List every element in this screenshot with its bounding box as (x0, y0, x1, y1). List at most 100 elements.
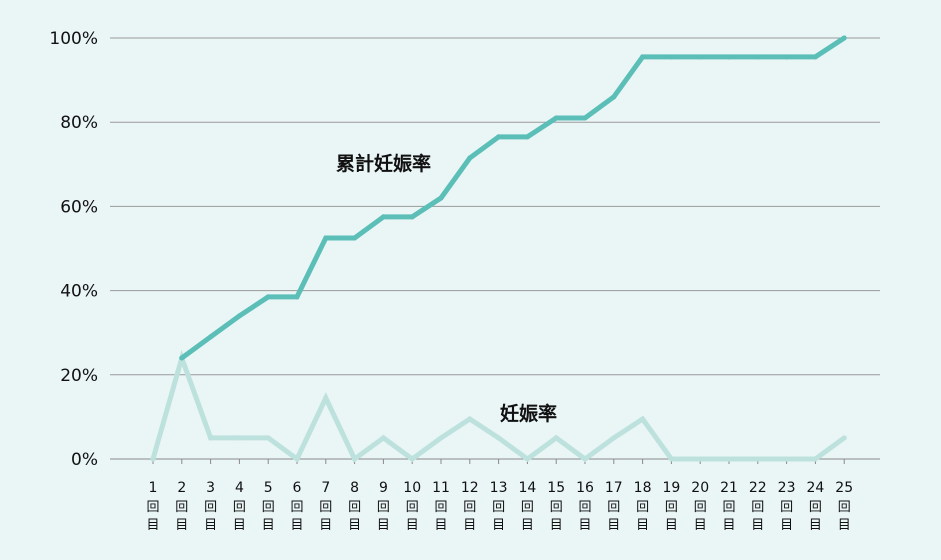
x-tick-unit: 回 (722, 500, 735, 515)
point-rate (553, 435, 559, 441)
point-cumulative (784, 54, 790, 60)
x-tick-number: 24 (806, 480, 824, 496)
x-tick-unit: 回 (665, 500, 678, 515)
point-cumulative (496, 134, 502, 140)
y-tick-label: 40% (60, 282, 98, 302)
x-tick-label: 21 回目 (720, 480, 738, 533)
x-tick-unit: 目 (319, 518, 332, 533)
x-tick-unit: 目 (492, 518, 505, 533)
x-tick-unit: 回 (204, 500, 217, 515)
x-tick-number: 17 (605, 480, 623, 496)
y-tick-label: 100% (49, 29, 98, 49)
x-tick-label: 5 回目 (262, 480, 275, 533)
x-tick-label: 9 回目 (377, 480, 390, 533)
x-tick-number: 10 (403, 480, 421, 496)
x-tick-label: 7 回目 (319, 480, 332, 533)
point-cumulative (294, 294, 300, 300)
x-tick-unit: 回 (463, 500, 476, 515)
x-tick-label: 11 回目 (432, 480, 450, 533)
point-rate (697, 456, 703, 462)
x-tick-label: 14 回目 (518, 480, 536, 533)
x-tick-unit: 回 (607, 500, 620, 515)
point-rate (467, 416, 473, 422)
point-cumulative (467, 155, 473, 161)
point-rate (409, 456, 415, 462)
x-tick-unit: 目 (578, 518, 591, 533)
x-tick-unit: 回 (290, 500, 303, 515)
x-tick-unit: 回 (636, 500, 649, 515)
point-rate (611, 435, 617, 441)
x-tick-unit: 目 (262, 518, 275, 533)
x-tick-label: 19 回目 (662, 480, 680, 533)
x-tick-unit: 回 (233, 500, 246, 515)
x-tick-label: 20 回目 (691, 480, 709, 533)
x-tick-label: 10 回目 (403, 480, 421, 533)
x-tick-unit: 回 (751, 500, 764, 515)
x-tick-unit: 回 (521, 500, 534, 515)
point-rate (784, 456, 790, 462)
x-tick-unit: 目 (550, 518, 563, 533)
x-tick-number: 8 (350, 480, 359, 496)
x-tick-label: 2 回目 (175, 480, 188, 533)
x-tick-unit: 回 (578, 500, 591, 515)
x-tick-label: 16 回目 (576, 480, 594, 533)
x-tick-number: 11 (432, 480, 450, 496)
x-tick-number: 22 (749, 480, 767, 496)
point-rate (236, 435, 242, 441)
y-axis-ticks: 0% 20% 40% 60% 80% 100% (49, 29, 98, 470)
x-tick-unit: 目 (434, 518, 447, 533)
x-tick-number: 16 (576, 480, 594, 496)
x-tick-unit: 目 (665, 518, 678, 533)
x-tick-number: 13 (490, 480, 508, 496)
x-tick-unit: 目 (233, 518, 246, 533)
x-tick-unit: 回 (319, 500, 332, 515)
series-lines (150, 35, 847, 463)
point-rate (582, 456, 588, 462)
x-tick-label: 24 回目 (806, 480, 824, 533)
x-tick-number: 25 (835, 480, 853, 496)
x-axis: 1回目2回目3回目4回目5回目6回目7回目8回目9回目10回目11回目12回目1… (146, 459, 853, 533)
x-tick-label: 25 回目 (835, 480, 853, 533)
x-tick-number: 9 (379, 480, 388, 496)
x-tick-unit: 回 (550, 500, 563, 515)
x-tick-number: 4 (235, 480, 244, 496)
point-rate (323, 395, 329, 401)
x-tick-unit: 目 (838, 518, 851, 533)
point-cumulative (640, 54, 646, 60)
y-tick-label: 0% (71, 450, 98, 470)
point-cumulative (409, 214, 415, 220)
x-tick-unit: 目 (204, 518, 217, 533)
x-tick-number: 15 (547, 480, 565, 496)
point-rate (812, 456, 818, 462)
point-cumulative (812, 54, 818, 60)
x-tick-number: 21 (720, 480, 738, 496)
x-tick-unit: 回 (348, 500, 361, 515)
point-cumulative (208, 334, 214, 340)
point-rate (438, 435, 444, 441)
x-tick-unit: 回 (780, 500, 793, 515)
point-rate (294, 456, 300, 462)
x-tick-unit: 目 (290, 518, 303, 533)
x-tick-number: 3 (206, 480, 215, 496)
x-tick-unit: 回 (838, 500, 851, 515)
point-rate (265, 435, 271, 441)
x-tick-unit: 回 (809, 500, 822, 515)
x-tick-unit: 目 (694, 518, 707, 533)
x-tick-unit: 回 (146, 500, 159, 515)
x-tick-label: 23 回目 (778, 480, 796, 533)
x-tick-number: 2 (177, 480, 186, 496)
x-tick-unit: 目 (607, 518, 620, 533)
y-tick-label: 80% (60, 113, 98, 133)
x-tick-unit: 目 (377, 518, 390, 533)
point-rate (668, 456, 674, 462)
point-rate (496, 435, 502, 441)
point-cumulative (236, 313, 242, 319)
x-tick-label: 6 回目 (290, 480, 303, 533)
x-tick-label: 18 回目 (634, 480, 652, 533)
point-rate (208, 435, 214, 441)
point-rate (150, 456, 156, 462)
series-label-cumulative: 累計妊娠率 (336, 152, 431, 175)
point-rate (726, 456, 732, 462)
point-cumulative (352, 235, 358, 241)
point-cumulative (582, 115, 588, 121)
